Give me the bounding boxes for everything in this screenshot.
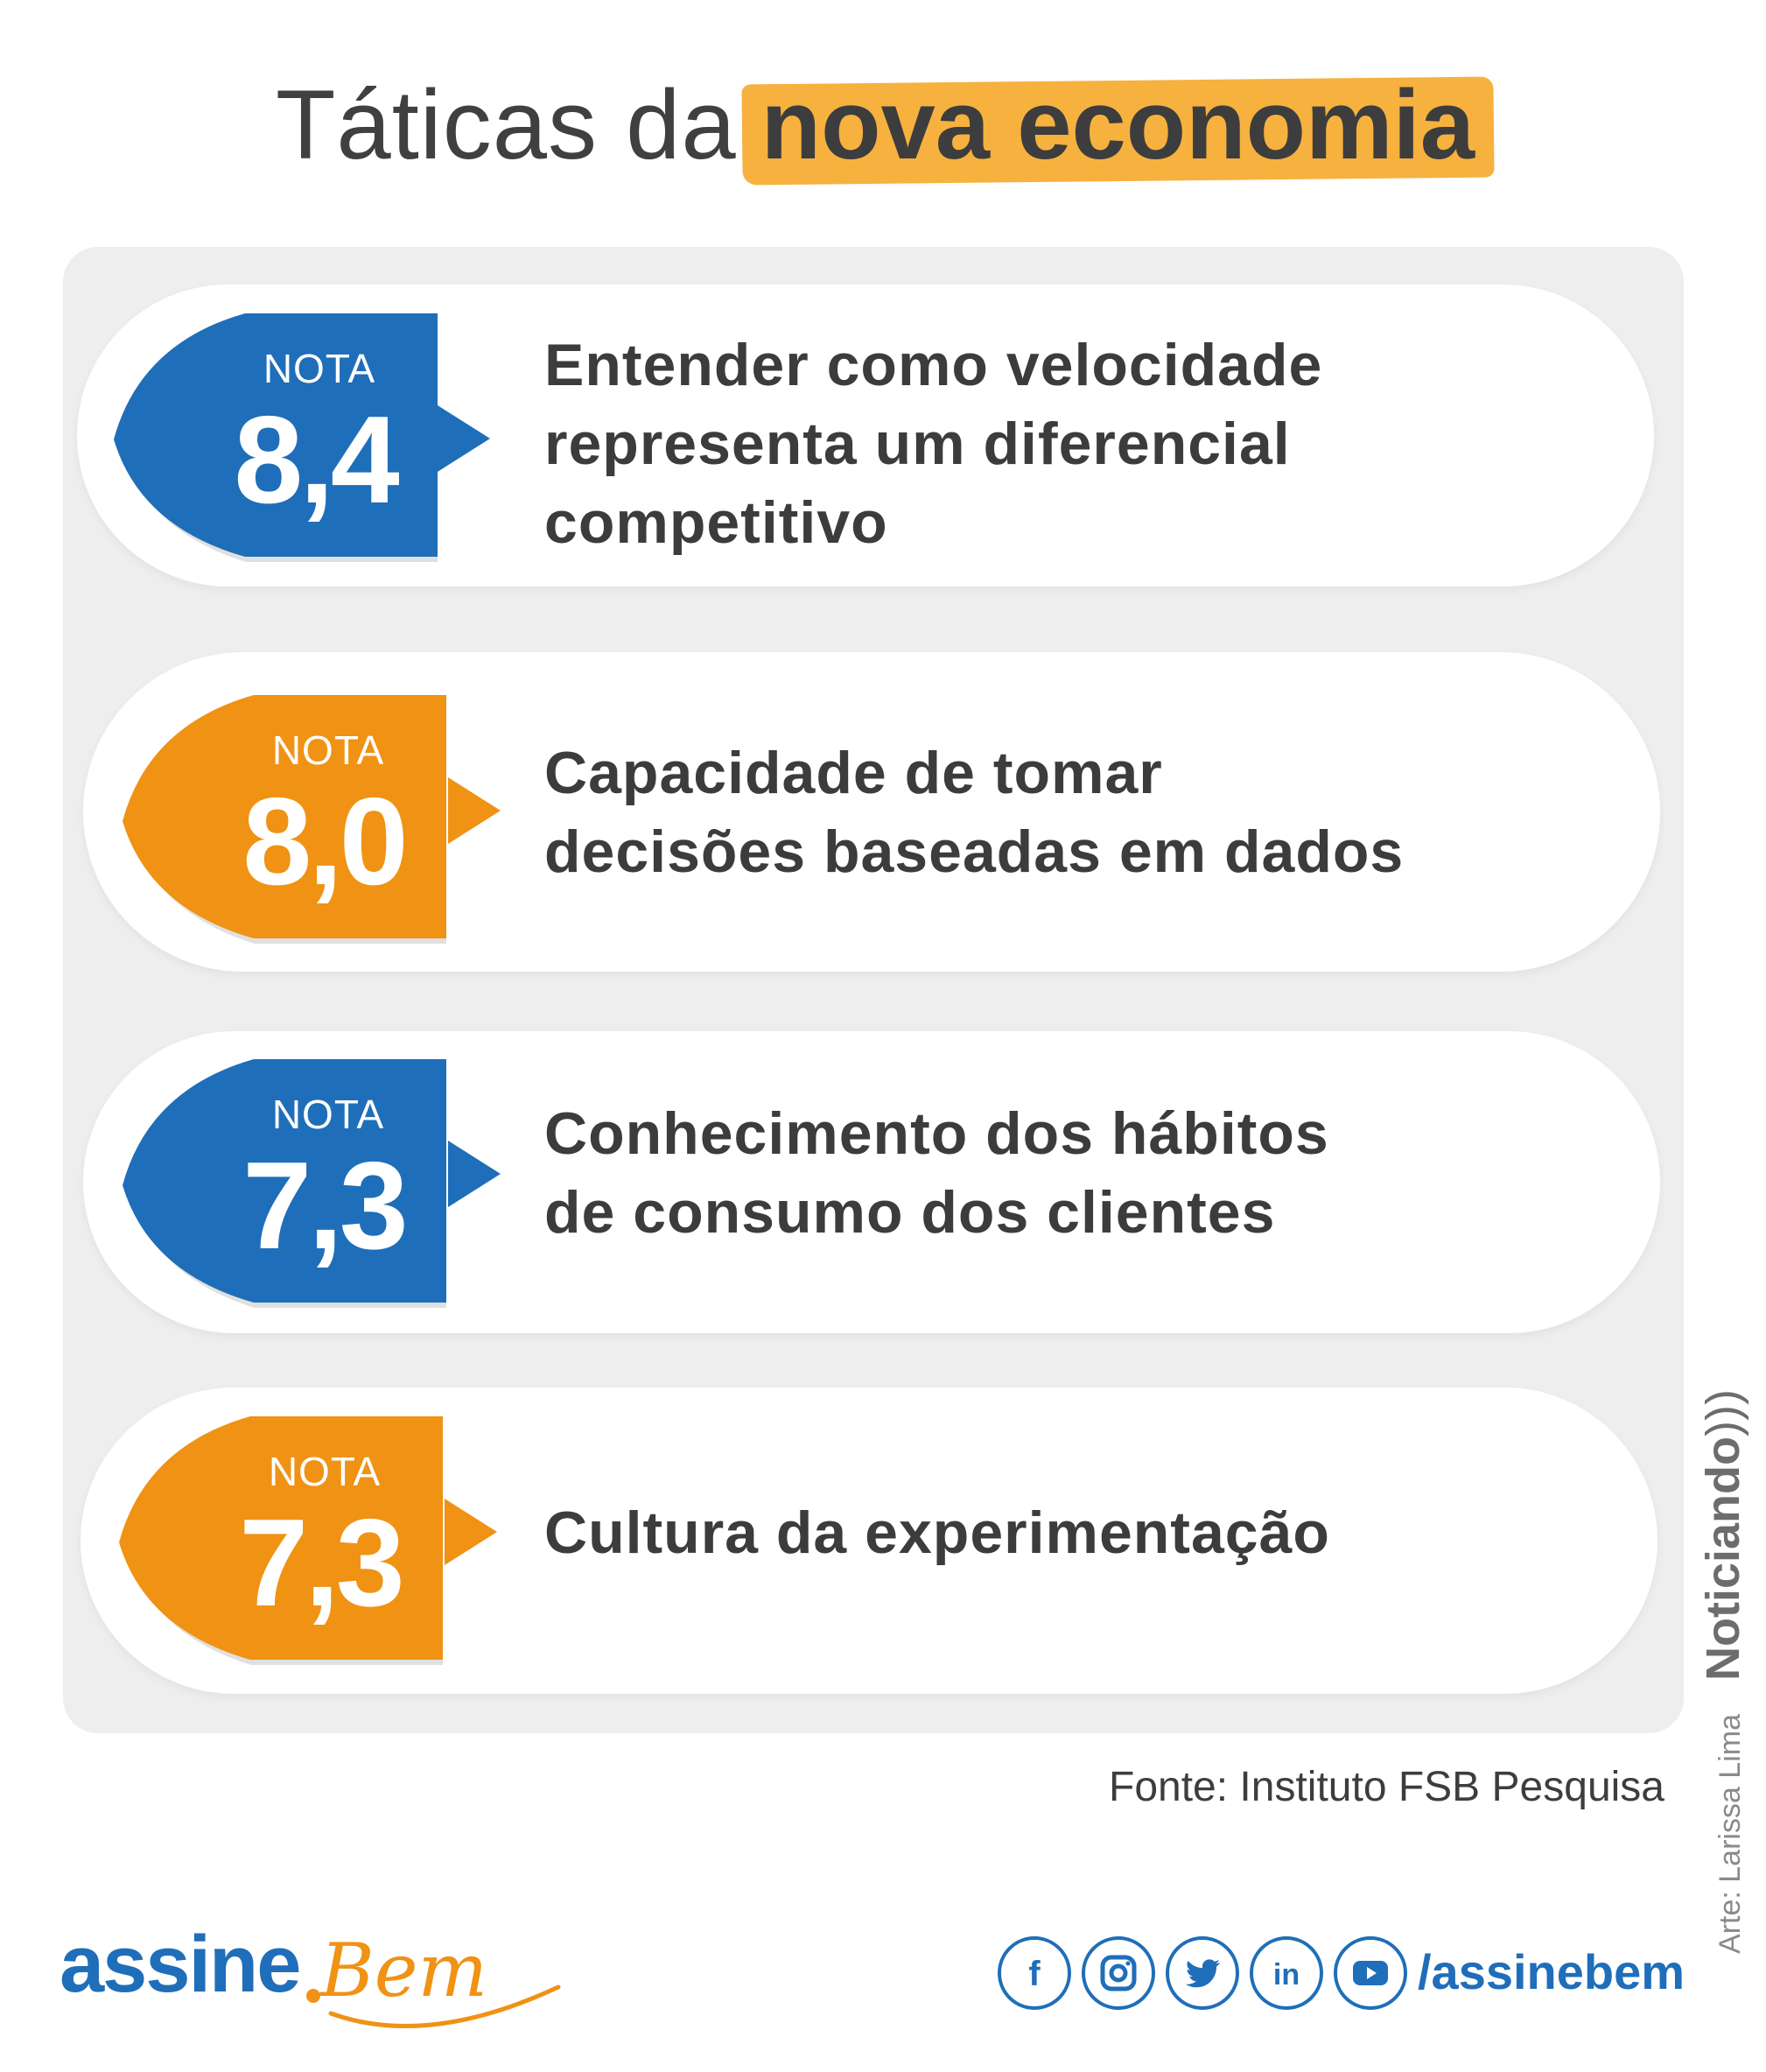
- pointer-3: [448, 1141, 504, 1211]
- tactic-3-line-1: Conhecimento dos hábitos: [544, 1094, 1329, 1173]
- page-title: Táticas da nova economia: [0, 68, 1766, 181]
- facebook-icon[interactable]: f: [998, 1936, 1071, 2010]
- pointer-1: [438, 405, 494, 475]
- score-value-4: 7,3: [202, 1492, 438, 1635]
- brand-dot: [306, 1989, 320, 2003]
- score-value-2: 8,0: [206, 770, 442, 914]
- score-badge-3: NOTA 7,3: [123, 1054, 446, 1308]
- instagram-icon[interactable]: [1082, 1936, 1155, 2010]
- youtube-icon[interactable]: [1334, 1936, 1407, 2010]
- tactic-text-1: Entender como velocidade representa um d…: [544, 326, 1322, 562]
- nota-label-1: NOTA: [219, 345, 420, 392]
- tactic-text-2: Capacidade de tomar decisões baseadas em…: [544, 734, 1404, 891]
- score-badge-1: NOTA 8,4: [114, 308, 438, 562]
- title-part1: Táticas da: [276, 70, 737, 179]
- nota-label-4: NOTA: [224, 1448, 425, 1495]
- svg-text:in: in: [1273, 1958, 1300, 1991]
- nota-label-2: NOTA: [228, 727, 429, 774]
- nota-label-3: NOTA: [228, 1091, 429, 1138]
- watermark-text: Noticiando: [1697, 1436, 1749, 1681]
- score-badge-2: NOTA 8,0: [123, 690, 446, 944]
- score-value-3: 7,3: [206, 1134, 442, 1278]
- tactic-4-line-1: Cultura da experimentação: [544, 1493, 1330, 1572]
- score-badge-4: NOTA 7,3: [119, 1411, 443, 1665]
- social-links: f in /assinebem: [998, 1936, 1698, 2024]
- linkedin-icon[interactable]: in: [1250, 1936, 1323, 2010]
- tactic-3-line-2: de consumo dos clientes: [544, 1173, 1329, 1252]
- score-value-1: 8,4: [197, 389, 433, 532]
- tactic-text-4: Cultura da experimentação: [544, 1493, 1330, 1572]
- social-handle[interactable]: /assinebem: [1418, 1943, 1685, 2000]
- brand-word-1: assine: [60, 1919, 299, 2011]
- tactic-1-line-2: representa um diferencial: [544, 404, 1322, 483]
- source-text: Fonte: Instituto FSB Pesquisa: [1109, 1763, 1664, 1811]
- tactic-1-line-1: Entender como velocidade: [544, 326, 1322, 404]
- assinebem-logo: assine Bem: [60, 1908, 532, 2040]
- pointer-2: [448, 777, 504, 847]
- noticiando-watermark: Noticiando))): [1696, 1389, 1750, 1681]
- tactic-2-line-1: Capacidade de tomar: [544, 734, 1404, 812]
- brand-swoosh: [322, 1970, 567, 2040]
- tactic-text-3: Conhecimento dos hábitos de consumo dos …: [544, 1094, 1329, 1252]
- title-highlight: nova economia: [746, 68, 1490, 181]
- tactic-1-line-3: competitivo: [544, 483, 1322, 562]
- svg-text:f: f: [1028, 1955, 1041, 1993]
- pointer-4: [445, 1499, 501, 1569]
- art-credit: Arte: Larissa Lima: [1713, 1714, 1748, 1954]
- twitter-icon[interactable]: [1166, 1936, 1239, 2010]
- signal-icon: ))): [1697, 1389, 1749, 1436]
- tactic-2-line-2: decisões baseadas em dados: [544, 812, 1404, 891]
